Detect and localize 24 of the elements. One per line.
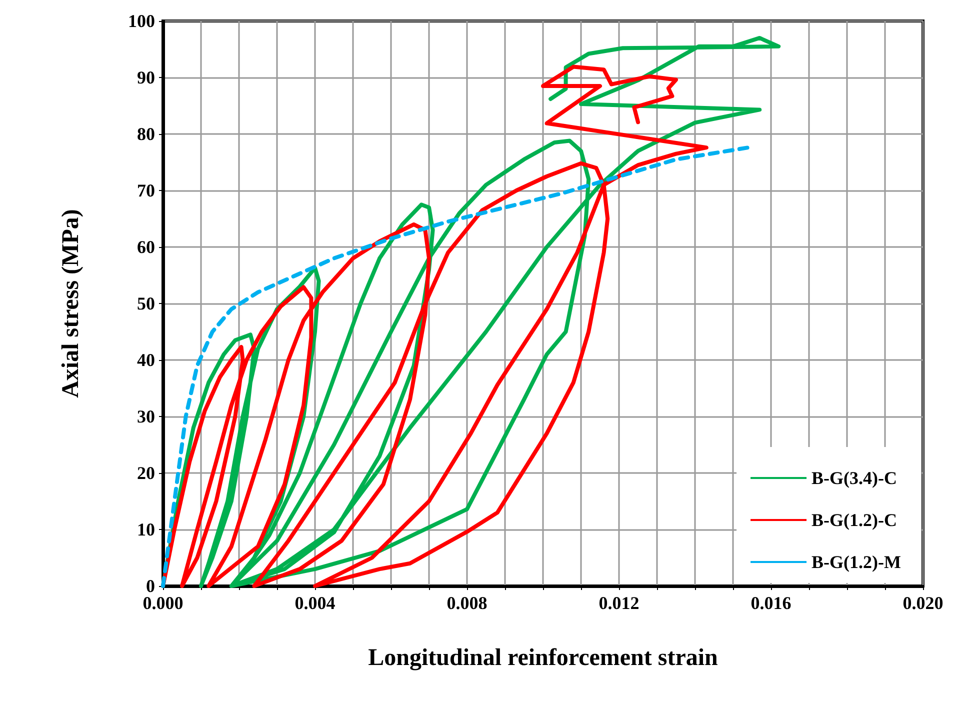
x-tick-label: 0.016	[750, 593, 792, 613]
y-tick-label: 20	[137, 463, 155, 483]
line-series	[161, 146, 750, 588]
y-axis-title: Axial stress (MPa)	[58, 209, 84, 398]
legend-label: B-G(1.2)-C	[812, 510, 898, 530]
y-tick-label: 30	[137, 406, 155, 426]
y-tick-label: 70	[137, 180, 155, 200]
x-tick-label: 0.000	[142, 593, 184, 613]
y-tick-label: 0	[146, 576, 155, 596]
y-tick-label: 40	[137, 350, 155, 370]
y-tick-label: 10	[137, 520, 155, 540]
y-tick-label: 90	[137, 68, 155, 88]
x-tick-label: 0.008	[446, 593, 488, 613]
y-tick-label: 100	[128, 11, 155, 31]
y-tick-label: 60	[137, 237, 155, 257]
y-tick-label: 80	[137, 124, 155, 144]
x-tick-label: 0.012	[598, 593, 640, 613]
x-tick-label: 0.020	[902, 593, 944, 613]
x-tick-label: 0.004	[294, 593, 336, 613]
line-series	[161, 64, 708, 588]
x-axis-title: Longitudinal reinforcement strain	[368, 645, 718, 671]
y-tick-label: 50	[137, 294, 155, 314]
legend-label: B-G(3.4)-C	[812, 468, 898, 488]
legend-label: B-G(1.2)-M	[812, 552, 902, 572]
